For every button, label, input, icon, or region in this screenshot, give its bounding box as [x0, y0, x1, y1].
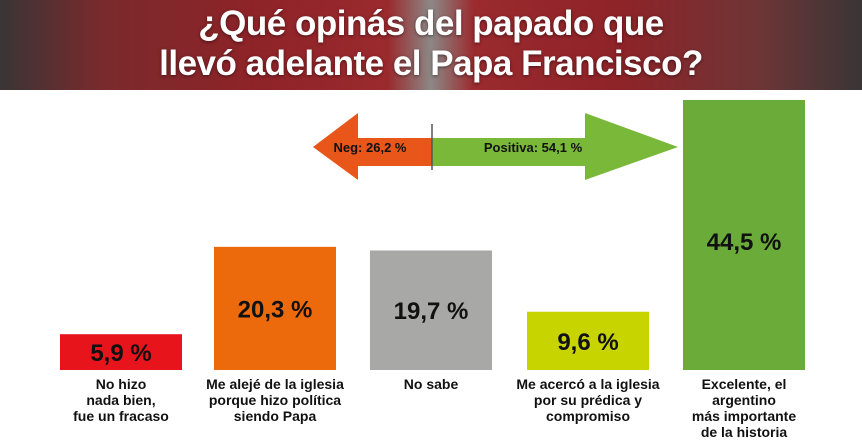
- bar: [683, 100, 805, 370]
- category-label-line: Me alejé de la iglesia: [206, 376, 344, 392]
- category-label-line: No sabe: [403, 376, 459, 392]
- title-line-1: ¿Qué opinás del papado que: [198, 4, 664, 43]
- negative-label: Neg: 26,2 %: [334, 140, 407, 155]
- category-label: No hizo nada bien, fue un fracaso: [46, 376, 196, 424]
- positive-arrow: [432, 113, 678, 180]
- value-label: 44,5 %: [707, 229, 782, 256]
- category-label: Me alejé de la iglesia porque hizo políti…: [200, 376, 350, 424]
- positive-label: Positiva: 54,1 %: [484, 140, 583, 155]
- category-label-line: porque hizo política: [208, 392, 342, 408]
- category-label-line: Me acercó a la iglesia: [516, 376, 660, 392]
- category-label-line: de la historia: [700, 424, 788, 440]
- title-line-2: llevó adelante el Papa Francisco?: [159, 44, 703, 83]
- category-label: Excelente, el argentino más importante de …: [669, 376, 819, 440]
- category-label-line: siendo Papa: [233, 408, 317, 424]
- bar: [214, 246, 336, 370]
- category-label-line: fue un fracaso: [73, 408, 169, 424]
- header-banner: ¿Qué opinás del papado que llevó adelante…: [0, 0, 862, 90]
- category-label-line: por su prédica y: [533, 392, 643, 408]
- bar: [370, 250, 492, 370]
- category-label: Me acercó a la iglesia por su prédica y co…: [513, 376, 663, 424]
- category-label-line: compromiso: [545, 408, 630, 424]
- bar: [60, 334, 182, 370]
- negative-arrow: [313, 113, 432, 180]
- bar: [527, 311, 649, 370]
- value-label: 19,7 %: [394, 298, 469, 325]
- category-label-line: Excelente, el argentino: [701, 376, 787, 408]
- category-label-line: No hizo: [95, 376, 147, 392]
- value-label: 5,9 %: [90, 340, 151, 367]
- chart-title: ¿Qué opinás del papado que llevó adelante…: [0, 4, 862, 84]
- category-label-line: nada bien,: [86, 392, 156, 408]
- value-label: 9,6 %: [557, 329, 618, 356]
- category-label: No sabe: [356, 376, 506, 392]
- value-label: 20,3 %: [238, 296, 313, 323]
- category-label-line: más importante: [691, 408, 797, 424]
